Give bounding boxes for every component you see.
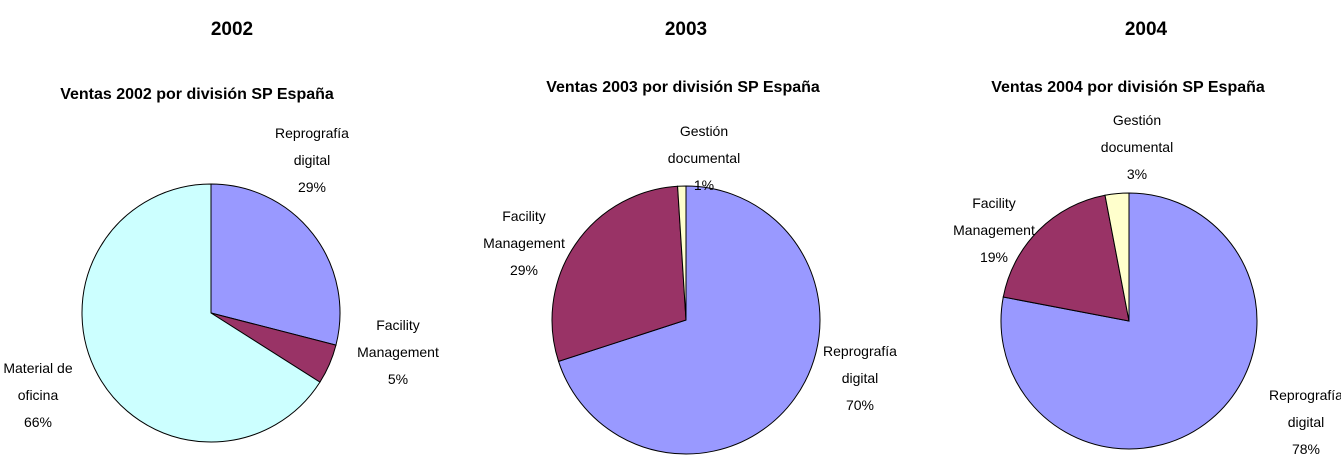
slice-value: 29%: [297, 178, 327, 195]
slice-label: Facility Management 5%: [343, 312, 453, 393]
slice-name: Gestión documental: [1100, 111, 1174, 155]
pie-slice: [551, 185, 687, 363]
slice-name: Reprografía digital: [1269, 386, 1341, 430]
chart-title: Ventas 2003 por división SP España: [546, 79, 820, 96]
slice-value: 66%: [23, 413, 53, 430]
slice-label: Reprografía digital 70%: [805, 338, 915, 419]
chart-heading: 2002: [211, 19, 253, 40]
slice-value: 29%: [509, 261, 539, 278]
slice-value: 1%: [693, 176, 715, 193]
pie-slice: [210, 183, 341, 346]
slice-label: Facility Management 29%: [469, 203, 579, 284]
pie-slice: [1104, 192, 1130, 322]
chart-title: Ventas 2002 por división SP España: [60, 86, 334, 103]
pie-slice: [677, 185, 687, 321]
slice-name: Reprografía digital: [823, 342, 897, 386]
slice-name: Facility Management: [953, 194, 1035, 238]
chart-heading: 2004: [1125, 19, 1168, 40]
slice-label: Gestión documental 3%: [1082, 107, 1192, 188]
chart-heading: 2003: [665, 19, 707, 40]
slice-label: Reprografía digital 29%: [257, 120, 367, 201]
slice-name: Facility Management: [483, 207, 565, 251]
slice-name: Facility Management: [357, 316, 439, 360]
slice-name: Material de oficina: [3, 359, 73, 403]
slice-label: Material de oficina 66%: [0, 355, 93, 436]
slice-value: 70%: [845, 396, 875, 413]
chart-title: Ventas 2004 por división SP España: [991, 79, 1265, 96]
slice-value: 3%: [1126, 165, 1148, 182]
slice-value: 78%: [1291, 440, 1321, 457]
slice-label: Gestión documental 1%: [649, 118, 759, 199]
slice-value: 5%: [387, 370, 409, 387]
pie-slice: [81, 183, 321, 443]
slice-name: Gestión documental: [667, 122, 741, 166]
pie-slice: [1002, 194, 1130, 322]
slice-label: Reprografía digital 78%: [1251, 382, 1341, 463]
slice-label: Facility Management 19%: [939, 190, 1049, 271]
slice-name: Reprografía digital: [275, 124, 349, 168]
pie-slice: [557, 185, 821, 455]
slice-value: 19%: [979, 248, 1009, 265]
